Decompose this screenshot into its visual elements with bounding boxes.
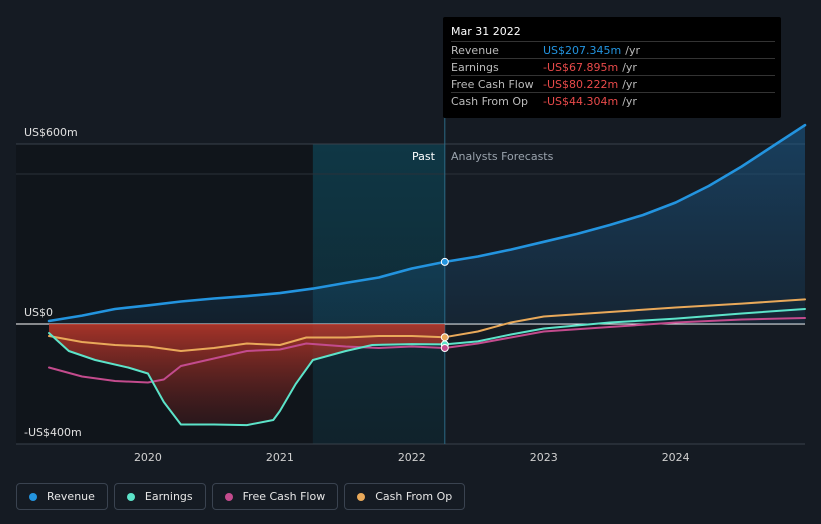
tooltip-row-revenue: Revenue US$207.345m /yr (451, 41, 775, 59)
negative-area (49, 324, 445, 426)
series-line-earnings (48, 308, 806, 427)
x-tick-label: 2023 (529, 451, 558, 464)
y-axis-label-top: US$600m (24, 126, 78, 139)
tooltip-unit: /yr (625, 44, 640, 57)
marker-free-cash-flow (440, 344, 449, 352)
legend-item-cash-from-op[interactable]: Cash From Op (344, 483, 466, 510)
x-tick-label: 2020 (133, 451, 162, 464)
tooltip-value: -US$80.222m (543, 78, 619, 91)
legend-label: Revenue (47, 490, 95, 503)
marker-revenue (440, 257, 449, 266)
series-line-revenue (47, 123, 807, 323)
legend-dot-icon (357, 492, 366, 501)
tooltip-name: Earnings (451, 61, 499, 74)
tooltip-value: US$207.345m (543, 44, 622, 57)
legend-dot-icon (29, 492, 37, 501)
x-tick-label: 2024 (661, 451, 690, 464)
tooltip-row-earnings: Earnings -US$67.895m /yr (451, 58, 775, 76)
data-tooltip: Mar 31 2022 Revenue US$207.345m /yr Earn… (443, 17, 781, 118)
legend-dot-icon (126, 492, 135, 501)
tooltip-date: Mar 31 2022 (451, 25, 521, 38)
forecast-label: Analysts Forecasts (451, 150, 554, 163)
legend-label: Earnings (144, 490, 193, 503)
tooltip-name: Cash From Op (451, 95, 529, 108)
revenue-area (49, 125, 805, 324)
legend-item-earnings[interactable]: Earnings (113, 483, 206, 510)
tooltip-row-cash-from-op: Cash From Op -US$44.304m /yr (451, 92, 775, 110)
tooltip-value: -US$44.304m (543, 95, 619, 108)
past-label: Past (412, 150, 435, 163)
y-axis-label-bottom: -US$400m (24, 426, 82, 439)
legend-item-revenue[interactable]: Revenue (16, 483, 108, 510)
tooltip-row-free-cash-flow: Free Cash Flow -US$80.222m /yr (451, 75, 775, 93)
tooltip-value: -US$67.895m (543, 61, 619, 74)
series-line-cash-from-op (48, 298, 806, 352)
legend-label: Cash From Op (375, 490, 453, 503)
x-tick-label: 2022 (397, 451, 426, 464)
tooltip-unit: /yr (622, 95, 637, 108)
tooltip-unit: /yr (622, 61, 637, 74)
chart-legend: Revenue Earnings Free Cash Flow Cash Fro… (16, 483, 466, 510)
legend-dot-icon (224, 492, 233, 501)
tooltip-name: Revenue (451, 44, 499, 57)
tooltip-unit: /yr (622, 78, 637, 91)
x-tick-label: 2021 (265, 451, 294, 464)
y-axis-label-zero: US$0 (24, 306, 54, 319)
legend-label: Free Cash Flow (242, 490, 326, 503)
tooltip-name: Free Cash Flow (451, 78, 534, 91)
legend-item-free-cash-flow[interactable]: Free Cash Flow (211, 483, 339, 510)
marker-cash-from-op (440, 333, 449, 342)
